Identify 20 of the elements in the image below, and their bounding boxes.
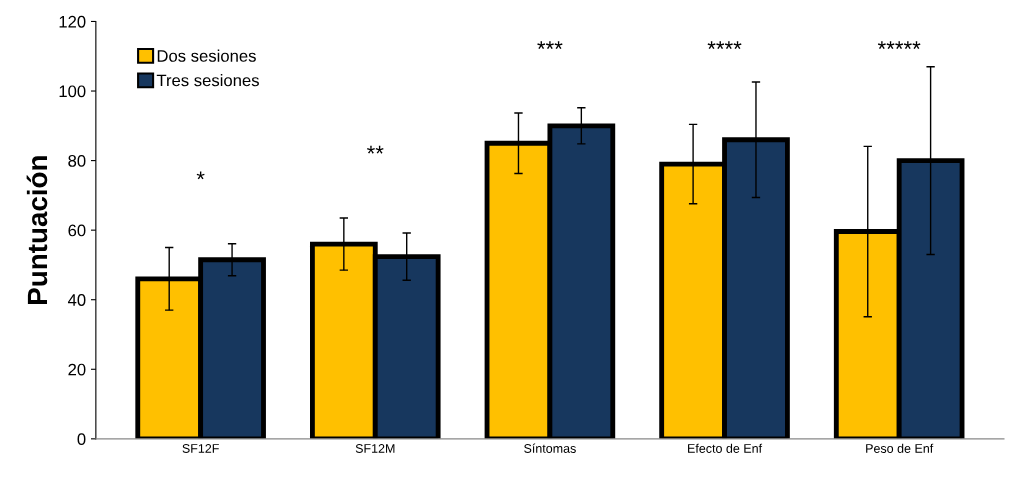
y-tick-label: 40 bbox=[67, 294, 86, 306]
y-tick-label: 120 bbox=[59, 15, 86, 28]
y-tick-label: 100 bbox=[59, 85, 86, 98]
y-tick-label: 60 bbox=[68, 224, 86, 237]
y-axis-title: Puntuación bbox=[26, 156, 48, 304]
annotation: ***** bbox=[877, 41, 921, 49]
legend-label: Tres sesiones bbox=[156, 74, 259, 87]
annotation: **** bbox=[707, 41, 742, 49]
x-tick-label: SF12F bbox=[182, 444, 219, 453]
x-tick-label: Peso de Enf bbox=[866, 443, 934, 453]
annotation: ** bbox=[366, 145, 384, 154]
y-tick-label: 0 bbox=[77, 433, 86, 446]
annotation: *** bbox=[537, 41, 563, 49]
y-tick-label: 20 bbox=[68, 363, 86, 376]
x-tick-label: SF12M bbox=[355, 444, 395, 453]
y-tick-label: 80 bbox=[68, 154, 86, 167]
x-tick-label: Síntomas bbox=[524, 443, 576, 453]
x-tick-label: Efecto de Enf bbox=[688, 443, 763, 453]
annotation: * bbox=[196, 171, 205, 180]
legend-label: Dos sesiones bbox=[157, 49, 256, 62]
